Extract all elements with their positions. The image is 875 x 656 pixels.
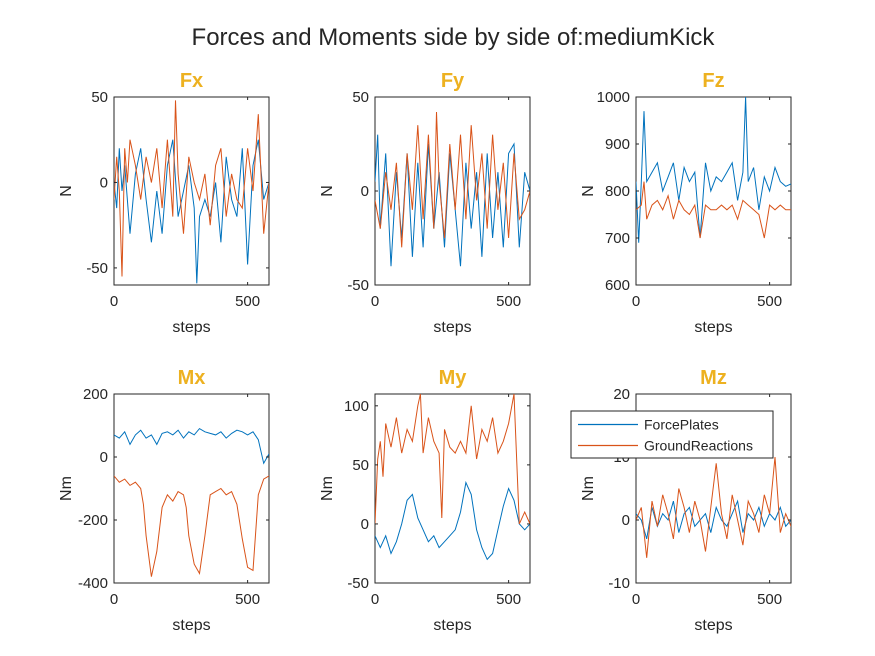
x-axis-label: steps [694, 617, 732, 634]
y-tick-label: 900 [605, 136, 630, 153]
series-line-my-forceplates [375, 480, 530, 561]
series-group-fz [636, 97, 791, 243]
axes-title-fx: Fx [180, 70, 203, 92]
y-tick-label: 0 [361, 183, 369, 200]
x-tick-label: 0 [632, 293, 640, 310]
y-tick-label: 0 [100, 174, 108, 191]
series-line-my-groundreactions [375, 394, 530, 525]
x-tick-label: 500 [235, 591, 260, 608]
y-axis-label: N [580, 185, 597, 197]
series-line-fz-groundreactions [636, 181, 791, 239]
axes-frame-fy [374, 96, 531, 286]
x-axis-label: steps [694, 319, 732, 336]
y-tick-label: 800 [605, 183, 630, 200]
y-tick-label: 1000 [597, 89, 630, 106]
legend: ForcePlates GroundReactions [570, 410, 774, 459]
x-axis-label: steps [172, 319, 210, 336]
axes-title-fy: Fy [441, 70, 465, 92]
axes-frame-my [374, 393, 531, 584]
y-tick-label: 100 [344, 398, 369, 415]
axes-frame-mx [113, 393, 270, 584]
axes-mx: 0 500 -400 -200 0 200 Mx steps Nm [58, 367, 270, 634]
x-tick-label: 500 [757, 293, 782, 310]
axes-title-fz: Fz [702, 70, 724, 92]
axes-frame-fx [113, 96, 270, 286]
y-tick-label: -400 [78, 575, 108, 592]
y-axis-label: N [58, 185, 75, 197]
series-line-mz-groundreactions [636, 456, 791, 558]
series-line-mx-groundreactions [114, 475, 269, 577]
y-tick-label: -50 [347, 575, 369, 592]
series-group-my [375, 394, 530, 561]
y-tick-label: 0 [361, 516, 369, 533]
y-tick-label: 50 [352, 457, 369, 474]
y-tick-label: -50 [86, 260, 108, 277]
axes-title-mz: Mz [700, 367, 727, 389]
y-axis-label: Nm [580, 476, 597, 501]
y-tick-label: 50 [91, 89, 108, 106]
y-tick-label: -200 [78, 512, 108, 529]
y-tick-label: 700 [605, 230, 630, 247]
legend-label-groundreactions: GroundReactions [644, 438, 753, 454]
y-tick-label: 0 [622, 512, 630, 529]
legend-label-forceplates: ForcePlates [644, 417, 719, 433]
series-line-fy-forceplates [375, 134, 530, 267]
y-tick-label: 200 [83, 386, 108, 403]
series-line-fx-forceplates [114, 139, 269, 284]
x-axis-label: steps [172, 617, 210, 634]
x-axis-label: steps [433, 617, 471, 634]
x-tick-label: 500 [235, 293, 260, 310]
series-group-fy [375, 111, 530, 267]
x-tick-label: 500 [496, 293, 521, 310]
y-axis-label: Nm [58, 476, 75, 501]
y-axis-label: Nm [319, 476, 336, 501]
y-tick-label: -10 [608, 575, 630, 592]
x-tick-label: 0 [632, 591, 640, 608]
x-axis-label: steps [433, 319, 471, 336]
series-line-fy-groundreactions [375, 111, 530, 248]
x-tick-label: 500 [496, 591, 521, 608]
axes-title-my: My [439, 367, 468, 389]
x-tick-label: 0 [371, 591, 379, 608]
series-group-mx [114, 427, 269, 577]
y-tick-label: 0 [100, 449, 108, 466]
y-tick-label: 600 [605, 277, 630, 294]
legend-box [570, 410, 774, 459]
axes-fz: 0 500 600 700 800 900 1000 Fz steps N [580, 70, 792, 336]
series-group-mz [636, 456, 791, 558]
y-tick-label: 20 [613, 386, 630, 403]
axes-title-mx: Mx [178, 367, 206, 389]
y-axis-label: N [319, 185, 336, 197]
y-tick-label: 50 [352, 89, 369, 106]
x-tick-label: 0 [371, 293, 379, 310]
axes-frame-fz [635, 96, 792, 286]
series-line-fz-forceplates [636, 97, 791, 243]
series-line-mz-forceplates [636, 499, 791, 540]
series-line-mx-forceplates [114, 427, 269, 465]
series-group-fx [114, 100, 269, 284]
x-tick-label: 0 [110, 293, 118, 310]
series-line-fx-groundreactions [114, 100, 269, 277]
figure-title: Forces and Moments side by side of:mediu… [192, 24, 716, 51]
x-tick-label: 0 [110, 591, 118, 608]
y-tick-label: -50 [347, 277, 369, 294]
x-tick-label: 500 [757, 591, 782, 608]
